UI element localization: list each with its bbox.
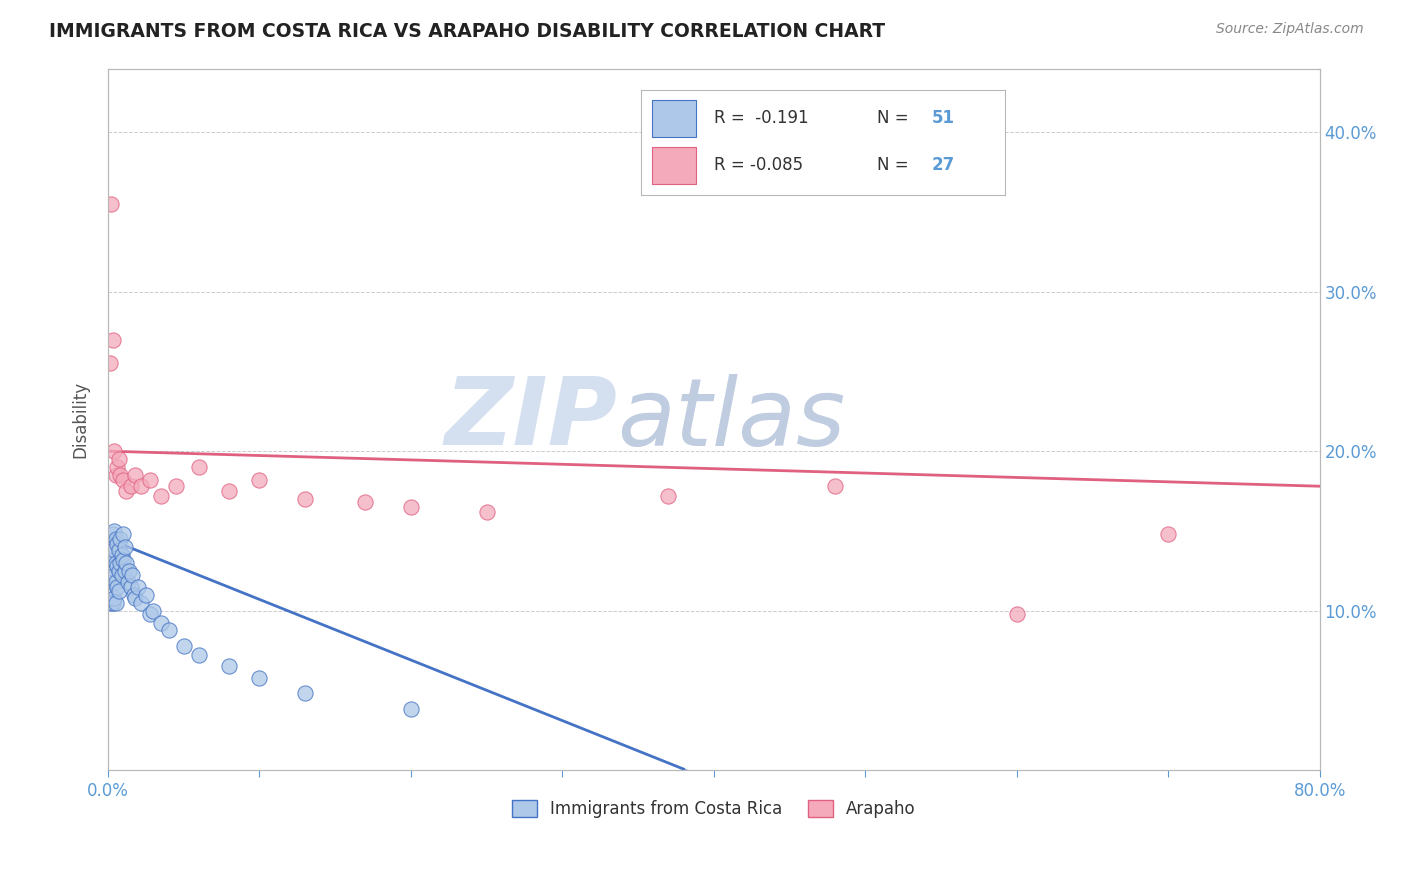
Point <box>105 460 128 475</box>
Point <box>111 548 134 562</box>
Point <box>157 623 180 637</box>
Point <box>218 483 240 498</box>
Point <box>112 552 135 566</box>
Point <box>108 556 131 570</box>
Point <box>165 479 187 493</box>
Point <box>104 532 127 546</box>
Point <box>112 473 135 487</box>
Point <box>475 505 498 519</box>
Point <box>117 574 139 589</box>
Point <box>104 574 127 589</box>
Point <box>150 489 173 503</box>
Point <box>107 564 129 578</box>
Point <box>100 540 122 554</box>
Point <box>107 584 129 599</box>
Point <box>101 596 124 610</box>
Point <box>103 543 125 558</box>
Point <box>108 468 131 483</box>
Point <box>173 639 195 653</box>
Point <box>100 197 122 211</box>
Point <box>249 473 271 487</box>
Point <box>1005 607 1028 621</box>
Text: Source: ZipAtlas.com: Source: ZipAtlas.com <box>1216 22 1364 37</box>
Point <box>124 468 146 483</box>
Point <box>107 452 129 467</box>
Point <box>105 536 128 550</box>
Point <box>139 607 162 621</box>
Point <box>101 333 124 347</box>
Point <box>104 468 127 483</box>
Point <box>111 568 134 582</box>
Point <box>294 686 316 700</box>
Point <box>218 659 240 673</box>
Point <box>131 479 153 493</box>
Point <box>354 495 377 509</box>
Point <box>121 568 143 582</box>
Point <box>107 543 129 558</box>
Point <box>100 572 122 586</box>
Point <box>294 491 316 506</box>
Point <box>115 556 138 570</box>
Point <box>139 473 162 487</box>
Point <box>249 671 271 685</box>
Point <box>657 489 679 503</box>
Point <box>103 524 125 538</box>
Point <box>399 702 422 716</box>
Point <box>120 479 142 493</box>
Point <box>187 648 209 663</box>
Point <box>142 603 165 617</box>
Text: IMMIGRANTS FROM COSTA RICA VS ARAPAHO DISABILITY CORRELATION CHART: IMMIGRANTS FROM COSTA RICA VS ARAPAHO DI… <box>49 22 886 41</box>
Point <box>108 532 131 546</box>
Point <box>131 596 153 610</box>
Point <box>98 580 121 594</box>
Point <box>114 564 136 578</box>
Point <box>104 596 127 610</box>
Point <box>399 500 422 514</box>
Point <box>115 483 138 498</box>
Point <box>103 591 125 605</box>
Point <box>101 552 124 566</box>
Text: atlas: atlas <box>617 374 845 465</box>
Point <box>100 596 122 610</box>
Point <box>124 591 146 605</box>
Point <box>98 356 121 370</box>
Y-axis label: Disability: Disability <box>72 381 89 458</box>
Point <box>122 588 145 602</box>
Text: ZIP: ZIP <box>444 373 617 466</box>
Point <box>104 556 127 570</box>
Point <box>135 588 157 602</box>
Point <box>187 460 209 475</box>
Point <box>103 444 125 458</box>
Point <box>114 540 136 554</box>
Point <box>118 564 141 578</box>
Point <box>1157 527 1180 541</box>
Point <box>127 580 149 594</box>
Point <box>103 568 125 582</box>
Point <box>105 558 128 573</box>
Point <box>150 616 173 631</box>
Point <box>105 580 128 594</box>
Point <box>98 548 121 562</box>
Point <box>120 580 142 594</box>
Point <box>824 479 846 493</box>
Legend: Immigrants from Costa Rica, Arapaho: Immigrants from Costa Rica, Arapaho <box>505 793 922 825</box>
Point <box>112 527 135 541</box>
Point <box>101 574 124 589</box>
Point <box>101 527 124 541</box>
